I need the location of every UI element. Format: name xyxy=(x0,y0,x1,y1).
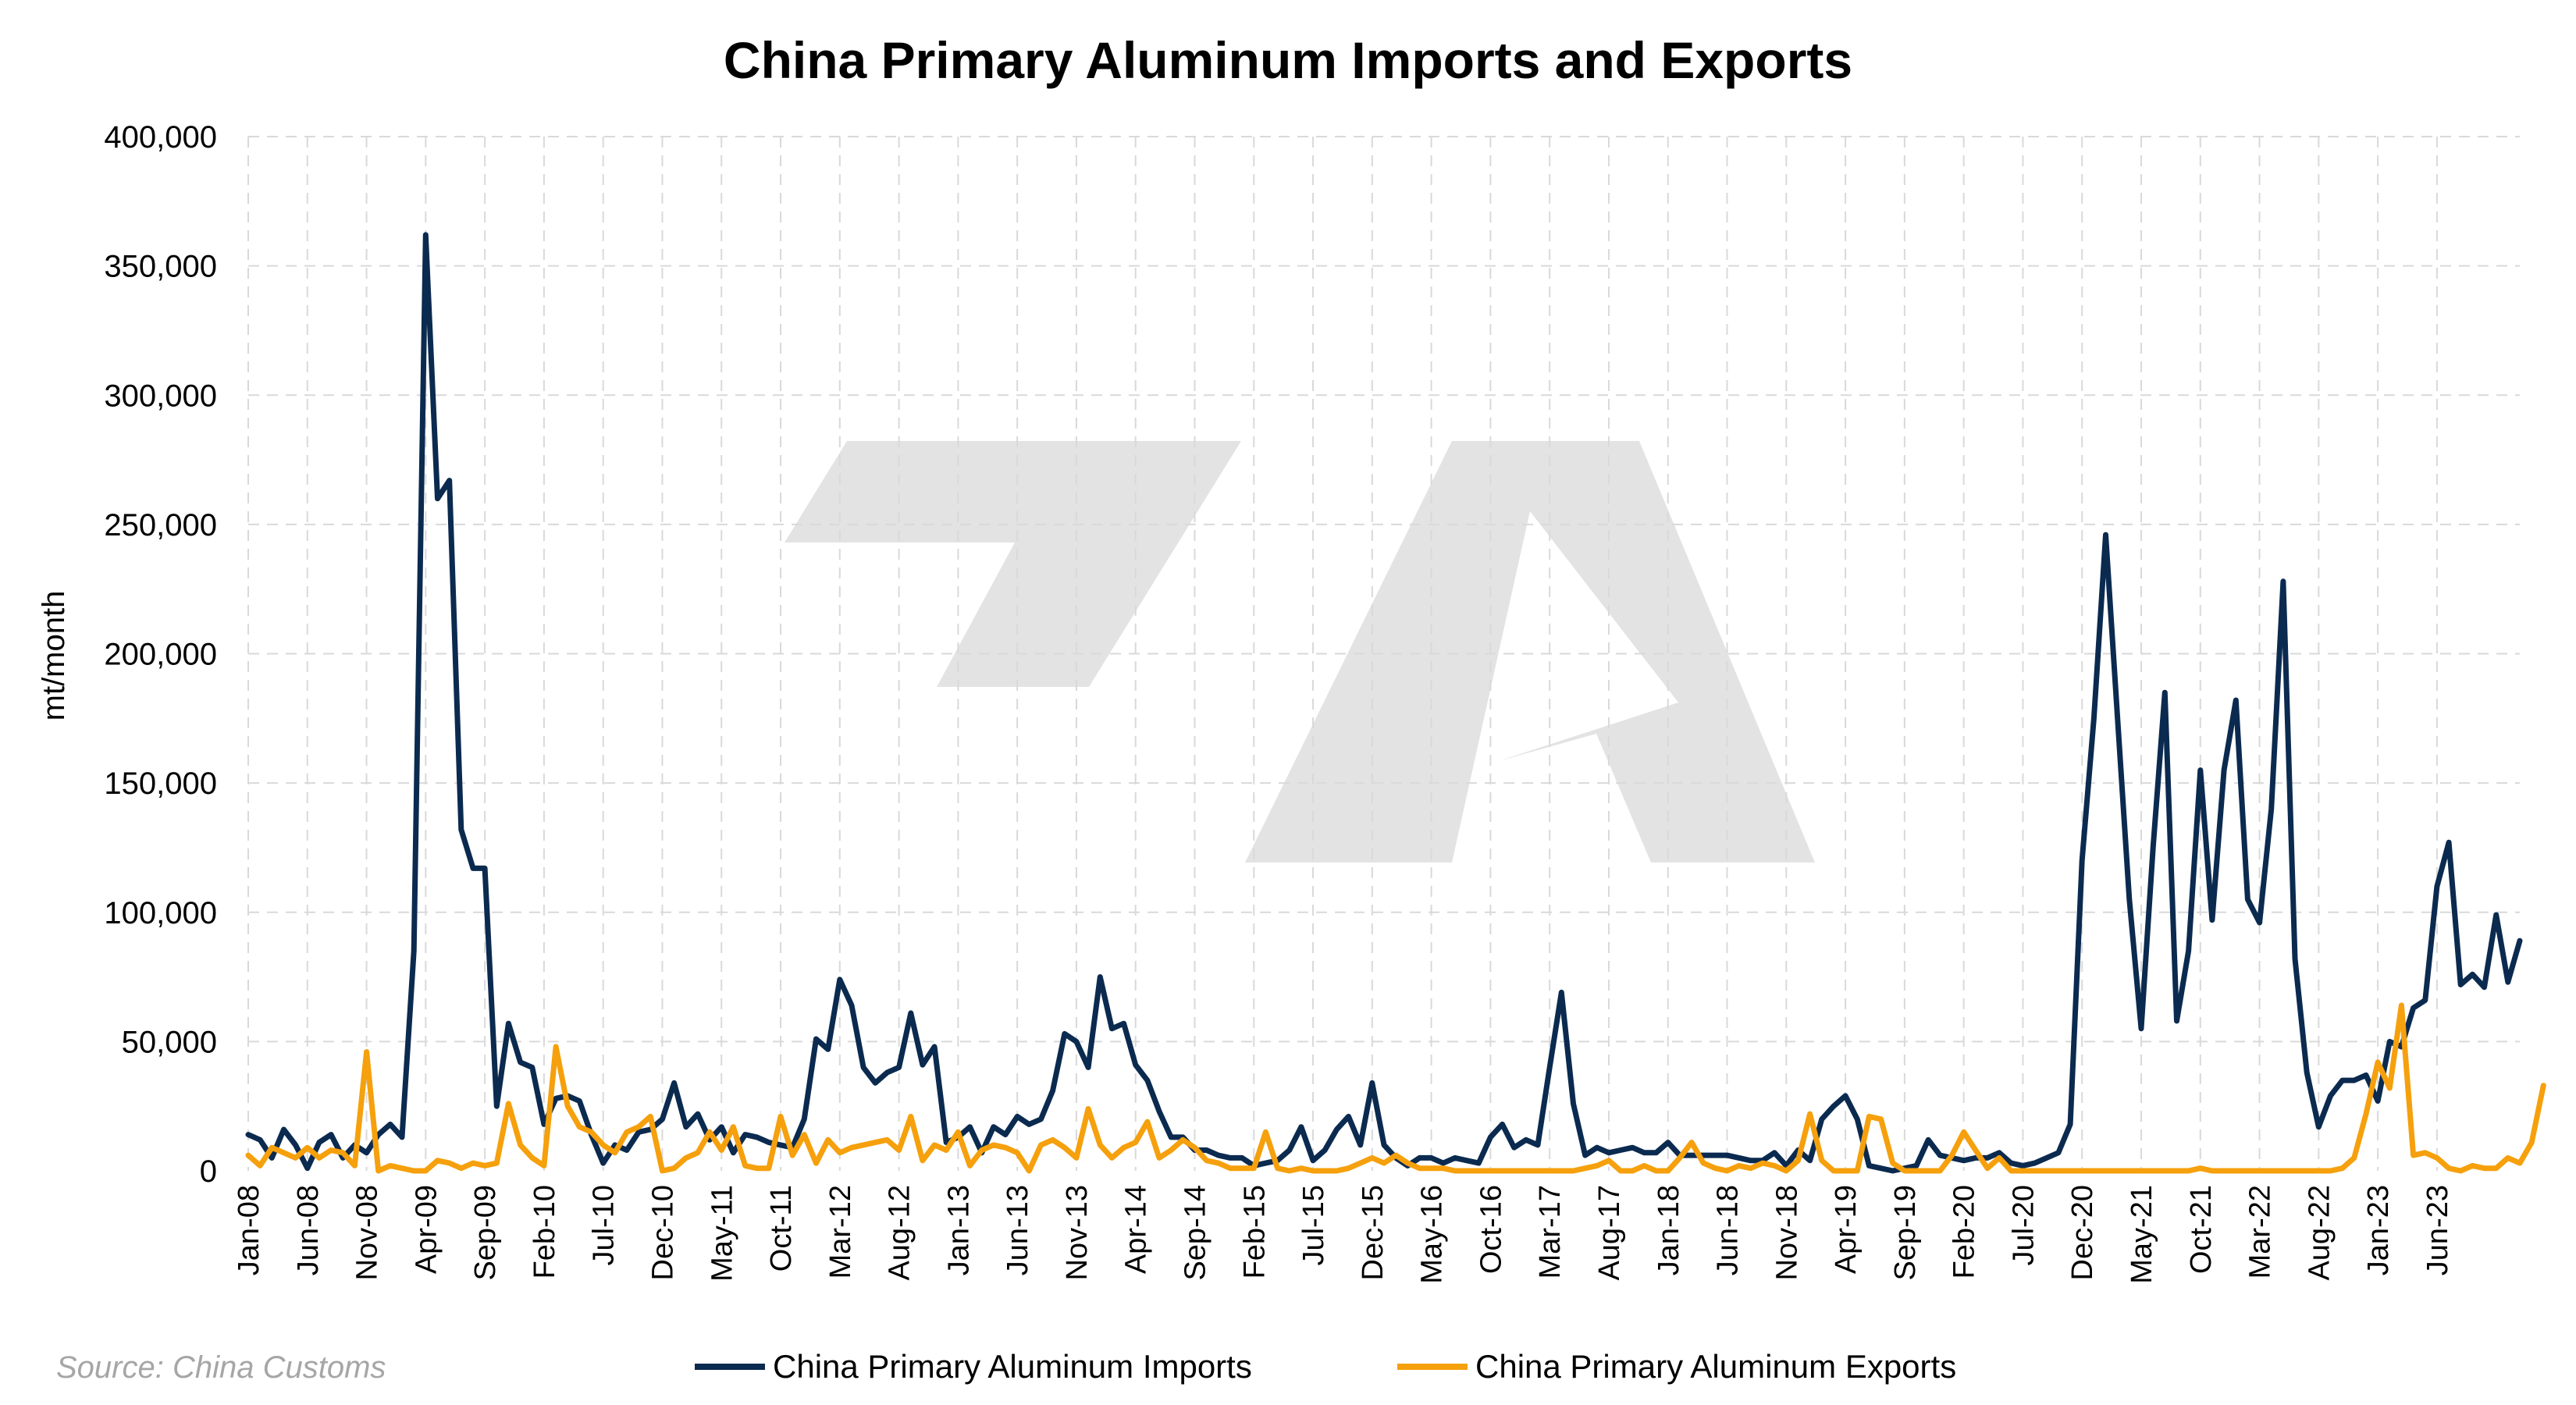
x-tick-label: Sep-09 xyxy=(469,1185,502,1281)
y-tick-label: 250,000 xyxy=(104,508,217,542)
y-axis-label: mt/month xyxy=(37,591,71,721)
y-axis-ticks: 0 50,000 100,000 150,000 200,000 250,000 300,0… xyxy=(104,120,217,1189)
x-tick-label: Oct-16 xyxy=(1475,1185,1507,1274)
x-tick-label: Aug-12 xyxy=(884,1185,916,1281)
x-tick-label: Aug-22 xyxy=(2303,1185,2336,1281)
legend-label-imports: China Primary Aluminum Imports xyxy=(773,1348,1252,1385)
x-tick-label: Jul-15 xyxy=(1297,1185,1330,1266)
series-lines xyxy=(245,232,2546,1174)
x-tick-label: Jun-18 xyxy=(1712,1185,1745,1275)
x-tick-label: Apr-14 xyxy=(1120,1185,1153,1274)
legend-label-exports: China Primary Aluminum Exports xyxy=(1475,1348,1956,1385)
legend: China Primary Aluminum Imports China Pri… xyxy=(695,1348,1956,1385)
x-tick-label: Sep-19 xyxy=(1889,1185,1922,1281)
x-tick-label: Feb-15 xyxy=(1238,1185,1271,1279)
grid xyxy=(247,136,2520,1171)
x-tick-label: Apr-19 xyxy=(1830,1185,1863,1274)
chart-title: China Primary Aluminum Imports and Expor… xyxy=(724,31,1852,89)
x-tick-label: Jun-13 xyxy=(1002,1185,1034,1275)
x-tick-label: Jan-23 xyxy=(2362,1185,2395,1275)
x-tick-label: Jun-23 xyxy=(2421,1185,2454,1275)
logo-watermark xyxy=(785,441,1815,863)
x-tick-label: Nov-18 xyxy=(1770,1185,1803,1281)
x-tick-label: Mar-12 xyxy=(824,1185,857,1279)
x-tick-label: Mar-22 xyxy=(2244,1185,2277,1279)
x-tick-label: Jun-08 xyxy=(292,1185,325,1275)
y-tick-label: 350,000 xyxy=(104,250,217,284)
x-tick-label: Apr-09 xyxy=(410,1185,443,1274)
x-tick-label: Feb-20 xyxy=(1948,1185,1981,1279)
x-tick-label: May-16 xyxy=(1416,1185,1449,1284)
series-line-imports xyxy=(245,232,2523,1174)
x-tick-label: May-21 xyxy=(2126,1185,2158,1284)
x-tick-label: Aug-17 xyxy=(1593,1185,1626,1281)
source-note: Source: China Customs xyxy=(56,1350,386,1385)
y-tick-label: 100,000 xyxy=(104,896,217,930)
x-tick-label: Feb-10 xyxy=(528,1185,561,1279)
x-tick-label: Dec-10 xyxy=(646,1185,679,1281)
x-tick-label: Jan-18 xyxy=(1653,1185,1685,1275)
y-tick-label: 300,000 xyxy=(104,379,217,413)
x-tick-label: Sep-14 xyxy=(1179,1185,1212,1281)
y-tick-label: 50,000 xyxy=(122,1025,217,1059)
x-tick-label: Mar-17 xyxy=(1534,1185,1567,1279)
series-line-exports xyxy=(245,1002,2546,1174)
x-tick-label: Jul-10 xyxy=(588,1185,621,1266)
x-tick-label: Nov-13 xyxy=(1061,1185,1094,1281)
x-tick-label: Jan-13 xyxy=(942,1185,975,1275)
x-axis-ticks: Jan-08 Jun-08 Nov-08 Apr-09 Sep-09 Feb-10 Jul-… xyxy=(233,1185,2454,1284)
x-tick-label: Dec-20 xyxy=(2066,1185,2099,1281)
x-tick-label: Jan-08 xyxy=(233,1185,265,1275)
x-tick-label: May-11 xyxy=(706,1185,738,1282)
y-tick-label: 400,000 xyxy=(104,120,217,155)
y-tick-label: 150,000 xyxy=(104,767,217,801)
x-tick-label: Nov-08 xyxy=(351,1185,384,1281)
x-tick-label: Jul-20 xyxy=(2007,1185,2040,1266)
y-tick-label: 0 xyxy=(200,1154,217,1189)
x-tick-label: Oct-21 xyxy=(2185,1185,2218,1274)
y-tick-label: 200,000 xyxy=(104,638,217,672)
x-tick-label: Oct-11 xyxy=(765,1185,798,1272)
x-tick-label: Dec-15 xyxy=(1357,1185,1389,1281)
